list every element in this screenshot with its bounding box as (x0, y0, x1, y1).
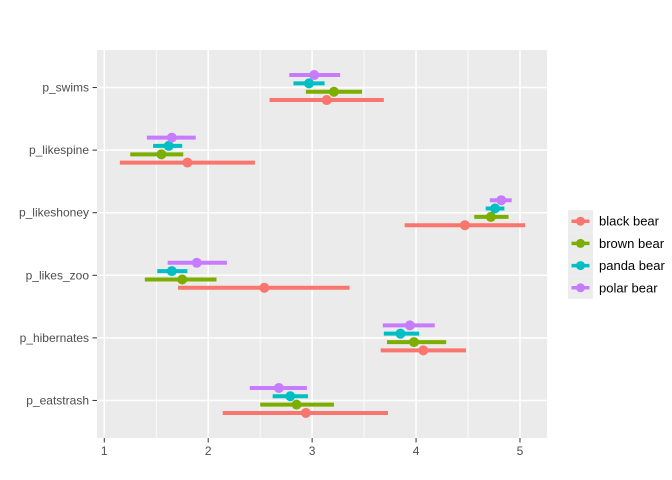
point-panda-bear-p_swims (304, 78, 315, 89)
y-tick-label: p_eatstrash (26, 393, 89, 407)
y-tick-label: p_swims (42, 81, 89, 95)
x-tick-label: 3 (309, 444, 316, 458)
point-panda-bear-p_hibernates (395, 328, 406, 339)
x-tick-label: 4 (413, 444, 420, 458)
legend-key-point (576, 238, 585, 248)
point-panda-bear-p_likespine (163, 140, 174, 151)
x-tick-label: 1 (101, 444, 108, 458)
legend-label: black bear (599, 214, 660, 229)
point-polar-bear-p_likespine (166, 132, 177, 143)
y-tick-label: p_likespine (29, 143, 89, 157)
point-black-bear-p_swims (321, 95, 332, 106)
point-panda-bear-p_likes_zoo (166, 266, 177, 277)
point-brown-bear-p_swims (328, 86, 339, 97)
point-polar-bear-p_eatstrash (273, 382, 284, 393)
point-polar-bear-p_swims (309, 70, 320, 81)
point-black-bear-p_likespine (182, 157, 193, 168)
x-tick-label: 2 (205, 444, 212, 458)
point-black-bear-p_likes_zoo (259, 282, 270, 293)
y-tick-label: p_likeshoney (19, 206, 89, 220)
point-black-bear-p_hibernates (418, 345, 429, 356)
y-tick-label: p_hibernates (20, 331, 89, 345)
point-brown-bear-p_likes_zoo (177, 274, 188, 285)
legend-label: brown bear (599, 236, 665, 251)
point-panda-bear-p_likeshoney (490, 203, 501, 214)
point-polar-bear-p_likeshoney (496, 195, 507, 206)
point-black-bear-p_eatstrash (300, 407, 311, 418)
legend-key-point (576, 261, 585, 271)
point-brown-bear-p_likespine (156, 149, 167, 160)
point-brown-bear-p_hibernates (408, 337, 419, 348)
point-black-bear-p_likeshoney (459, 220, 470, 231)
point-polar-bear-p_likes_zoo (191, 257, 202, 268)
legend-label: polar bear (599, 280, 658, 295)
legend-key-point (576, 283, 585, 293)
x-tick-label: 5 (517, 444, 524, 458)
point-polar-bear-p_hibernates (404, 320, 415, 331)
point-brown-bear-p_eatstrash (291, 399, 302, 410)
legend-key-point (576, 216, 585, 226)
y-tick-label: p_likes_zoo (26, 268, 90, 282)
point-brown-bear-p_likeshoney (485, 211, 496, 222)
legend-label: panda bear (599, 258, 665, 273)
point-panda-bear-p_eatstrash (285, 391, 296, 402)
panel-background (97, 50, 547, 438)
